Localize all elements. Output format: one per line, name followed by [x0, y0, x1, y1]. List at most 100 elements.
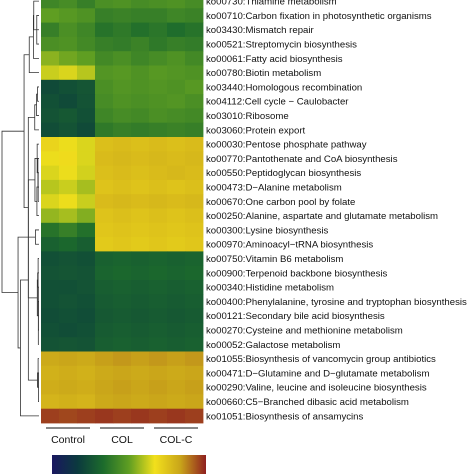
- heatmap-cell: [185, 122, 204, 138]
- heatmap-cell: [131, 337, 150, 352]
- heatmap-cell: [185, 380, 204, 395]
- row-label: ko03430:Mismatch repair: [206, 25, 315, 36]
- heatmap-cell: [95, 36, 114, 52]
- heatmap-cell: [41, 337, 60, 352]
- heatmap-cell: [185, 0, 204, 9]
- heatmap-cell: [131, 194, 150, 209]
- heatmap-cell: [59, 237, 78, 252]
- heatmap-cell: [167, 22, 186, 38]
- heatmap-cell: [113, 94, 132, 109]
- heatmap-cell: [185, 365, 204, 381]
- heatmap-cell: [131, 0, 150, 9]
- heatmap-cell: [95, 294, 114, 309]
- heatmap-cell: [149, 251, 168, 267]
- row-label: ko00730:Thiamine metabolism: [206, 0, 337, 8]
- heatmap-cell: [167, 237, 186, 252]
- heatmap-cell: [59, 79, 78, 95]
- heatmap-cell: [95, 94, 114, 109]
- heatmap-cell: [77, 408, 96, 424]
- heatmap-cell: [77, 94, 96, 109]
- heatmap-cell: [167, 79, 186, 95]
- row-label: ko00900:Terpenoid backbone biosynthesis: [206, 268, 388, 279]
- heatmap-cell: [59, 65, 78, 81]
- heatmap-cell: [185, 51, 204, 66]
- heatmap-cell: [131, 280, 150, 295]
- row-label: ko00780:Biotin metabolism: [206, 68, 321, 79]
- heatmap-cell: [95, 137, 114, 152]
- heatmap-cell: [95, 265, 114, 281]
- heatmap-cell: [185, 322, 204, 338]
- heatmap-cell: [167, 179, 186, 195]
- heatmap-cell: [167, 408, 186, 424]
- heatmap-cell: [41, 8, 60, 23]
- heatmap-cell: [131, 137, 150, 152]
- heatmap-cell: [113, 280, 132, 295]
- heatmap-cell: [77, 222, 96, 238]
- heatmap-cell: [185, 36, 204, 52]
- heatmap-cell: [131, 394, 150, 410]
- heatmap-cell: [113, 122, 132, 138]
- heatmap-cell: [95, 408, 114, 424]
- heatmap-cell: [131, 179, 150, 195]
- heatmap-cell: [185, 394, 204, 410]
- heatmap-cell: [41, 165, 60, 181]
- heatmap-cell: [113, 108, 132, 124]
- heatmap-cell: [113, 308, 132, 324]
- heatmap-cell: [41, 51, 60, 66]
- heatmap-cell: [185, 265, 204, 281]
- heatmap-cell: [167, 0, 186, 9]
- heatmap-cell: [95, 165, 114, 181]
- heatmap-cell: [77, 294, 96, 309]
- heatmap-cell: [41, 194, 60, 209]
- heatmap-cell: [77, 151, 96, 166]
- heatmap-cell: [77, 108, 96, 124]
- heatmap-cell: [185, 337, 204, 352]
- heatmap-cell: [167, 351, 186, 367]
- heatmap-cell: [167, 337, 186, 352]
- heatmap-cell: [167, 322, 186, 338]
- heatmap-cell: [167, 51, 186, 66]
- heatmap-cell: [41, 237, 60, 252]
- row-label: ko00750:Vitamin B6 metabolism: [206, 254, 343, 265]
- heatmap-cell: [59, 222, 78, 238]
- row-label: ko03060:Protein export: [206, 125, 306, 136]
- heatmap-cell: [41, 179, 60, 195]
- heatmap-cell: [167, 280, 186, 295]
- heatmap-cell: [77, 0, 96, 9]
- heatmap-cell: [77, 365, 96, 381]
- dendrogram-branch: [33, 15, 39, 59]
- row-label: ko00770:Pantothenate and CoA biosynthesi…: [206, 154, 398, 165]
- row-label: ko00270:Cysteine and methionine metaboli…: [206, 325, 403, 336]
- heatmap-cell: [113, 179, 132, 195]
- row-label: ko00300:Lysine biosynthesis: [206, 225, 329, 236]
- heatmap-cell: [131, 165, 150, 181]
- heatmap-cell: [113, 237, 132, 252]
- heatmap-cell: [167, 294, 186, 309]
- heatmap-cell: [131, 322, 150, 338]
- heatmap-cell: [185, 79, 204, 95]
- heatmap-cell: [131, 380, 150, 395]
- row-label: ko00250:Alanine, aspartate and glutamate…: [206, 211, 438, 222]
- row-label: ko03010:Ribosome: [206, 111, 289, 122]
- heatmap-cell: [59, 294, 78, 309]
- heatmap-cell: [95, 8, 114, 23]
- heatmap-cell: [95, 208, 114, 224]
- heatmap-cell: [167, 151, 186, 166]
- row-dendrogram: [1, 0, 39, 417]
- heatmap-cell: [41, 122, 60, 138]
- heatmap-cell: [41, 280, 60, 295]
- heatmap-cell: [59, 179, 78, 195]
- heatmap-cell: [167, 122, 186, 138]
- heatmap-cell: [41, 108, 60, 124]
- heatmap-cell: [77, 122, 96, 138]
- heatmap-cell: [131, 365, 150, 381]
- heatmap-cell: [77, 65, 96, 81]
- heatmap-cell: [131, 151, 150, 166]
- heatmap-cell: [113, 0, 132, 9]
- heatmap-cell: [41, 408, 60, 424]
- heatmap-cell: [113, 408, 132, 424]
- heatmap-cell: [41, 94, 60, 109]
- heatmap-cell: [59, 51, 78, 66]
- heatmap-cell: [149, 8, 168, 23]
- row-label: ko00052:Galactose metabolism: [206, 340, 340, 351]
